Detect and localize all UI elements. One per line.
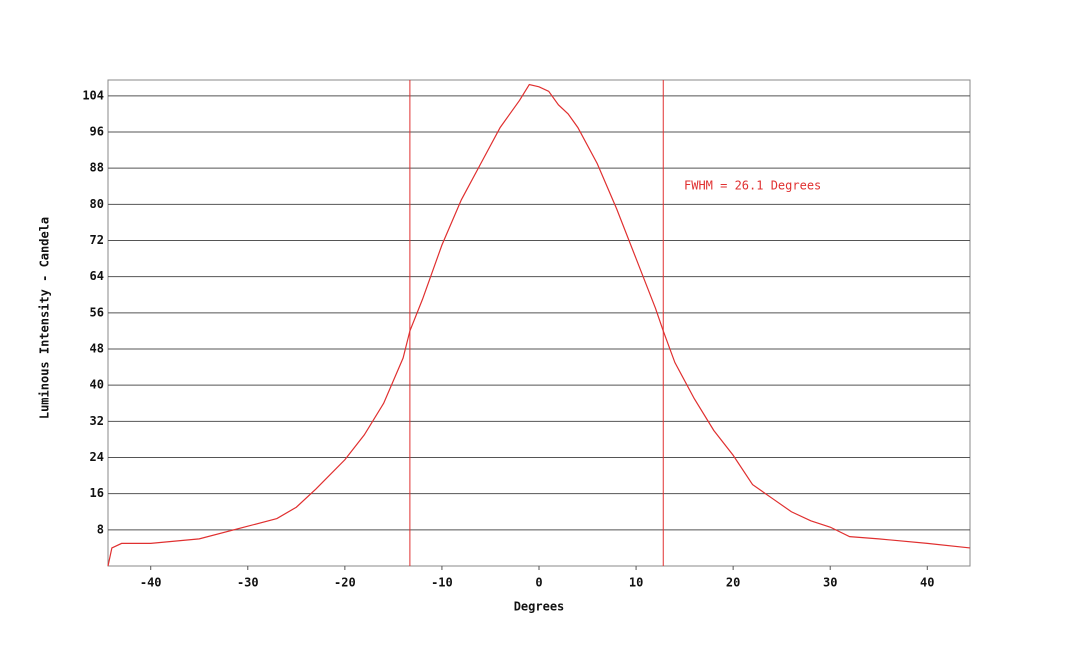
y-tick-label: 88	[90, 161, 104, 175]
x-tick-label: -40	[140, 576, 162, 590]
x-tick-label: -10	[431, 576, 453, 590]
plot-area	[107, 79, 971, 567]
x-tick-label: 40	[920, 576, 934, 590]
y-tick-label: 72	[90, 233, 104, 247]
y-tick-label: 80	[90, 197, 104, 211]
x-tick-label: -20	[334, 576, 356, 590]
y-tick-label: 16	[90, 486, 104, 500]
y-tick-label: 96	[90, 124, 104, 138]
y-tick-label: 40	[90, 378, 104, 392]
y-tick-label: 48	[90, 341, 104, 355]
x-tick-label: 20	[726, 576, 740, 590]
annotation: FWHM = 26.1 Degrees	[684, 179, 821, 193]
y-axis-label: Luminous Intensity - Candela	[38, 217, 52, 419]
y-tick-label: 104	[82, 88, 104, 102]
y-tick-label: 64	[90, 269, 104, 283]
y-tick-label: 56	[90, 305, 104, 319]
y-tick-label: 32	[90, 414, 104, 428]
data-line	[107, 83, 971, 567]
x-axis-label: Degrees	[514, 600, 565, 614]
y-tick-label: 8	[97, 522, 104, 536]
x-tick-label: 0	[535, 576, 542, 590]
x-tick-label: -30	[237, 576, 259, 590]
y-tick-label: 24	[90, 450, 104, 464]
x-tick-label: 10	[629, 576, 643, 590]
x-tick-label: 30	[823, 576, 837, 590]
